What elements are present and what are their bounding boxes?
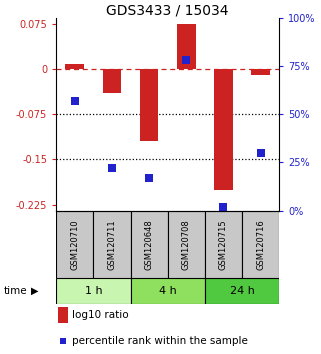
- Title: GDS3433 / 15034: GDS3433 / 15034: [107, 4, 229, 18]
- Text: GSM120715: GSM120715: [219, 219, 228, 270]
- Bar: [56, 211, 93, 278]
- Point: [61, 338, 66, 344]
- Bar: [205, 211, 242, 278]
- Point: [72, 98, 77, 103]
- Bar: [93, 211, 131, 278]
- Text: ▶: ▶: [30, 286, 38, 296]
- Text: GSM120648: GSM120648: [145, 219, 154, 270]
- Point: [221, 204, 226, 210]
- Bar: [58, 307, 68, 323]
- Text: GSM120708: GSM120708: [182, 219, 191, 270]
- Text: log10 ratio: log10 ratio: [72, 310, 128, 320]
- Bar: [168, 211, 205, 278]
- Bar: [103, 69, 121, 93]
- Text: GSM120710: GSM120710: [70, 219, 79, 270]
- Point: [147, 175, 152, 181]
- Text: GSM120711: GSM120711: [108, 219, 117, 270]
- Bar: [242, 211, 279, 278]
- Bar: [251, 69, 270, 75]
- Text: 4 h: 4 h: [159, 286, 177, 296]
- Bar: [140, 69, 159, 141]
- Bar: [131, 278, 205, 304]
- Point: [184, 57, 189, 63]
- Bar: [205, 278, 279, 304]
- Text: time: time: [3, 286, 27, 296]
- Bar: [131, 211, 168, 278]
- Bar: [56, 278, 131, 304]
- Bar: [177, 24, 195, 69]
- Bar: [65, 64, 84, 69]
- Text: GSM120716: GSM120716: [256, 219, 265, 270]
- Point: [109, 165, 115, 171]
- Bar: [214, 69, 233, 189]
- Text: percentile rank within the sample: percentile rank within the sample: [72, 336, 248, 346]
- Text: 24 h: 24 h: [230, 286, 255, 296]
- Point: [258, 150, 263, 156]
- Text: 1 h: 1 h: [84, 286, 102, 296]
